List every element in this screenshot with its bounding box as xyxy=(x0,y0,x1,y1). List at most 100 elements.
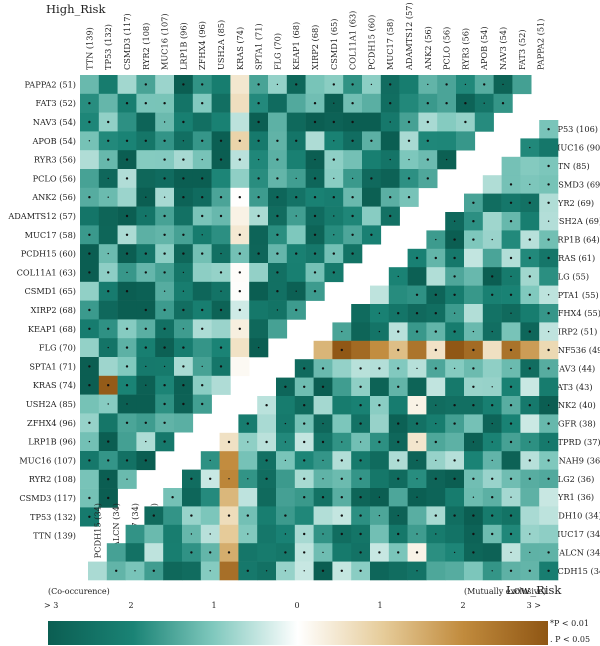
lr-sig-marker xyxy=(509,440,513,444)
lr-sig-marker xyxy=(284,570,287,572)
hr-sig-marker xyxy=(201,308,204,312)
hr-cell xyxy=(268,112,288,132)
lr-cell xyxy=(445,340,465,360)
hr-cell xyxy=(286,112,306,132)
hr-sig-marker xyxy=(370,233,373,236)
hr-sig-marker xyxy=(332,252,335,255)
hr-sig-marker xyxy=(201,102,204,105)
hr-sig-marker xyxy=(88,515,91,518)
lr-sig-marker xyxy=(491,459,493,462)
lr-sig-marker xyxy=(434,330,437,333)
lr-sig-marker xyxy=(303,440,306,444)
legend-tick: > 3 xyxy=(44,601,58,610)
lr-sig-marker xyxy=(340,459,343,462)
lr-sig-marker xyxy=(397,348,400,352)
hr-sig-marker xyxy=(295,177,297,180)
lr-cell xyxy=(370,451,390,470)
lr-row-label: ZFHX4 (55) xyxy=(552,308,600,318)
hr-sig-marker xyxy=(219,365,223,368)
lr-sig-marker xyxy=(510,312,512,314)
lr-sig-marker xyxy=(378,330,381,333)
lr-sig-marker xyxy=(491,275,494,278)
hr-cell xyxy=(286,150,306,170)
hr-sig-marker xyxy=(88,327,91,330)
hr-sig-marker xyxy=(407,196,411,199)
lr-cell xyxy=(370,377,390,397)
lr-row-label: PCDH15 (34) xyxy=(552,566,600,576)
lr-sig-marker xyxy=(509,385,513,388)
hr-col-label: RYR2 (108) xyxy=(141,23,151,70)
lr-row-label: KRAS (61) xyxy=(552,253,595,263)
lr-sig-marker xyxy=(265,404,268,407)
lr-cell xyxy=(388,285,408,305)
legend-tick: 0 xyxy=(294,601,299,610)
lr-cell xyxy=(520,414,540,434)
lr-sig-marker xyxy=(303,459,306,462)
lr-sig-marker xyxy=(528,256,531,260)
lr-sig-marker xyxy=(246,514,249,517)
hr-sig-marker xyxy=(276,139,279,142)
hr-row-label: PCDH15 (60) xyxy=(21,249,76,259)
hr-row-label: LRP1B (96) xyxy=(28,437,76,447)
lr-cell xyxy=(407,506,427,526)
hr-row-label: FAT3 (52) xyxy=(35,98,76,108)
hr-cell xyxy=(230,93,250,113)
hr-sig-marker xyxy=(407,177,411,180)
hr-sig-marker xyxy=(257,196,260,199)
hr-sig-marker xyxy=(145,365,147,368)
lr-cell xyxy=(482,248,502,268)
hr-sig-marker xyxy=(295,215,297,217)
hr-cell xyxy=(362,150,382,170)
hr-cell xyxy=(268,93,288,113)
lr-sig-marker xyxy=(340,348,343,352)
hr-sig-marker xyxy=(276,233,279,236)
lr-cell xyxy=(407,377,427,397)
lr-sig-marker xyxy=(359,404,362,407)
hr-sig-marker xyxy=(126,478,128,480)
hr-row-label: XIRP2 (68) xyxy=(31,305,76,315)
lr-sig-marker xyxy=(415,256,419,260)
lr-sig-marker xyxy=(472,477,475,480)
hr-cell xyxy=(192,263,212,283)
lr-sig-marker xyxy=(340,514,343,517)
hr-cell xyxy=(192,281,212,301)
lr-sig-marker xyxy=(322,551,324,554)
lr-sig-marker xyxy=(472,201,475,204)
lr-sig-marker xyxy=(472,367,475,370)
hr-sig-marker xyxy=(182,158,185,161)
hr-sig-marker xyxy=(182,83,185,86)
lr-cell xyxy=(219,488,239,507)
legend-tick-labels: > 3 2 1 0 1 2 3 > xyxy=(44,601,541,610)
lr-sig-marker xyxy=(209,551,212,554)
lr-cell xyxy=(125,524,145,544)
lr-cell xyxy=(351,322,371,342)
hr-cell xyxy=(305,75,325,95)
hr-row-label: ADAMTS12 (57) xyxy=(7,211,76,221)
lr-row-label: CDH10 (34) xyxy=(552,511,600,521)
lr-cell xyxy=(520,212,540,231)
hr-sig-marker xyxy=(313,102,317,105)
hr-sig-marker xyxy=(501,102,505,105)
lr-row-label: TTN (85) xyxy=(552,161,590,171)
lr-sig-marker xyxy=(547,256,550,260)
lr-sig-marker xyxy=(378,514,381,517)
hr-sig-marker xyxy=(483,102,485,104)
lr-sig-marker xyxy=(265,459,268,462)
lr-sig-marker xyxy=(359,551,362,554)
lr-sig-marker xyxy=(472,238,475,241)
hr-sig-marker xyxy=(163,327,166,330)
hr-sig-marker xyxy=(163,233,166,236)
lr-cell xyxy=(370,340,390,360)
hr-cell xyxy=(249,281,269,301)
hr-sig-marker xyxy=(426,177,429,180)
lr-sig-marker xyxy=(434,293,437,296)
hr-sig-marker xyxy=(144,308,147,312)
lr-sig-marker xyxy=(209,477,212,480)
hr-sig-marker xyxy=(125,214,129,218)
hr-sig-marker xyxy=(257,120,260,124)
hr-sig-marker xyxy=(107,196,109,198)
lr-sig-marker xyxy=(472,348,475,352)
lr-cell xyxy=(464,267,484,286)
hr-sig-marker xyxy=(313,271,317,274)
lr-sig-marker xyxy=(528,275,531,278)
